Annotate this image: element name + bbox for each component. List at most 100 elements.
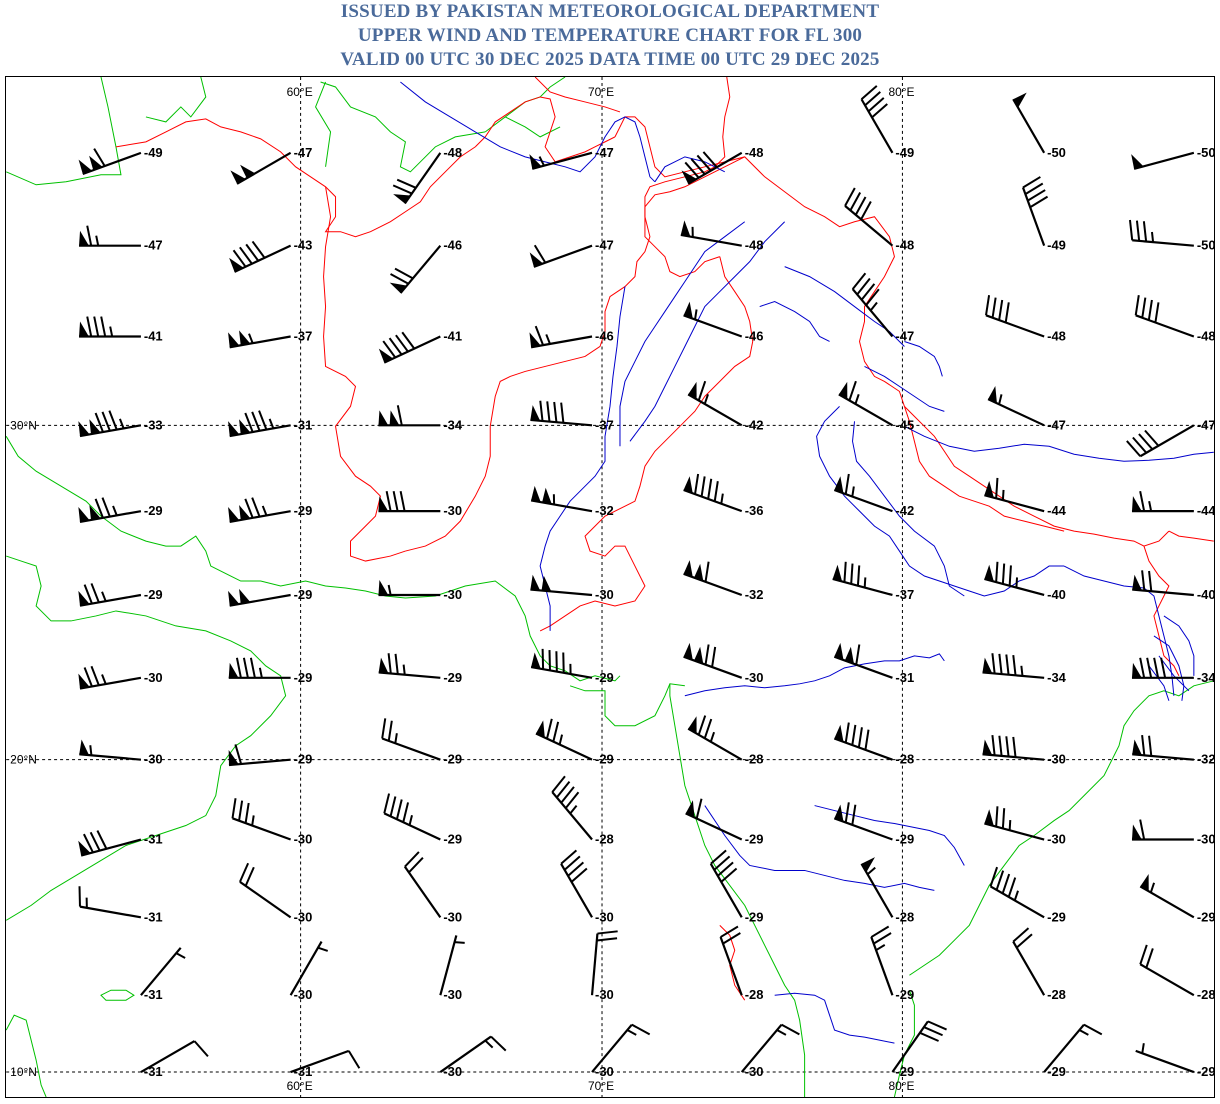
barb-staff (535, 732, 593, 761)
barb-staff (833, 488, 893, 513)
barb-feather (843, 561, 847, 583)
station-wind-barb: -30 (530, 574, 614, 602)
station-wind-barb: -36 (683, 473, 764, 518)
barb-staff (709, 863, 743, 918)
barb-feather (697, 380, 707, 401)
station-wind-barb: -46 (683, 301, 763, 343)
lon-label-top-80e: 80°E (888, 85, 914, 99)
barb-pennant (984, 564, 994, 582)
lon-label-top-70e: 70°E (588, 85, 614, 99)
station-temperature: -43 (294, 238, 313, 253)
station-temperature: -29 (745, 831, 764, 846)
barb-feather (1024, 182, 1044, 195)
barb-half-feather (558, 734, 564, 745)
barb-feather (1083, 1023, 1103, 1036)
barb-half-feather (175, 952, 186, 959)
station-wind-barb: -32 (683, 560, 763, 602)
barb-staff (1133, 151, 1195, 170)
station-temperature: -50 (1047, 145, 1066, 160)
station-wind-barb: -29 (1135, 1043, 1214, 1079)
barb-half-feather (1078, 1029, 1089, 1036)
barb-staff (591, 1023, 633, 1073)
station-temperature: -30 (595, 587, 614, 602)
station-wind-barb: -47 (1126, 417, 1214, 458)
barb-pennant (1132, 574, 1142, 591)
barb-half-feather (484, 1039, 494, 1049)
station-temperature: -37 (895, 587, 914, 602)
barb-staff (832, 577, 893, 597)
barb-feather (873, 932, 892, 945)
barb-half-feather (112, 505, 118, 516)
barb-pennant (1131, 154, 1144, 169)
barb-feather (1154, 302, 1160, 323)
barb-staff (228, 758, 291, 767)
barb-feather (597, 930, 618, 935)
station-temperature: -28 (895, 752, 914, 767)
station-temperature: -36 (745, 503, 764, 518)
barb-pennant (378, 657, 389, 674)
barb-staff (403, 152, 442, 205)
barb-feather (534, 325, 545, 346)
station-temperature: -40 (1047, 587, 1066, 602)
rivers (400, 81, 1214, 1044)
barb-feather (995, 561, 999, 583)
barb-feather (394, 267, 414, 280)
barb-pennant (1013, 92, 1027, 108)
barb-feather (851, 724, 857, 746)
station-temperature: -50 (1197, 145, 1215, 160)
barb-feather (96, 830, 108, 850)
station-wind-barb: -31 (78, 830, 163, 857)
barb-feather (1008, 565, 1012, 586)
station-wind-barb: -30 (982, 734, 1066, 767)
station-wind-barb: -29 (891, 1020, 947, 1079)
barb-pennant (228, 421, 240, 437)
barb-staff (232, 817, 292, 841)
barb-pennant (542, 487, 552, 505)
barb-staff (982, 753, 1045, 761)
station-temperature: -29 (443, 752, 462, 767)
barb-feather (1005, 736, 1010, 757)
barb-pennant (683, 301, 693, 319)
barb-pennant (982, 657, 993, 674)
station-temperature: -30 (1047, 752, 1066, 767)
barb-feather (560, 849, 578, 865)
barb-feather (546, 401, 551, 422)
barb-feather (244, 498, 254, 519)
station-temperature: -48 (895, 238, 914, 253)
barb-staff (860, 98, 894, 154)
barb-feather (1132, 436, 1148, 454)
barb-staff (234, 244, 292, 273)
barb-feather (991, 297, 997, 318)
barb-feather (849, 192, 862, 211)
barb-feather (1001, 873, 1011, 894)
barb-staff (439, 1035, 492, 1073)
barb-feather (385, 490, 392, 512)
barb-staff (1139, 424, 1195, 458)
station-temperature: -28 (595, 831, 614, 846)
station-temperature: -47 (1047, 417, 1066, 432)
barb-feather (848, 380, 857, 401)
barb-pennant (78, 506, 90, 522)
barb-staff (229, 335, 291, 349)
barb-staff (1132, 588, 1194, 597)
barb-feather (864, 91, 881, 107)
barb-half-feather (998, 394, 1003, 405)
station-temperature: -30 (745, 1064, 764, 1079)
barb-staff (530, 665, 593, 679)
barb-pennant (1131, 824, 1142, 840)
barb-pennant (984, 480, 994, 498)
station-wind-barb: -30 (683, 642, 763, 685)
station-wind-barb: -28 (1012, 927, 1066, 1002)
barb-pennant (688, 381, 697, 400)
barb-pennant (529, 154, 542, 169)
barb-pennant (834, 804, 844, 822)
barb-feather (101, 497, 111, 517)
barb-feather (232, 249, 247, 268)
station-wind-barb: -29 (535, 718, 614, 767)
barb-staff (383, 335, 441, 364)
barb-staff (984, 494, 1045, 513)
barb-pennant (530, 574, 541, 591)
station-temperature: -49 (895, 145, 914, 160)
barb-feather (704, 644, 710, 665)
station-temperature: -29 (595, 752, 614, 767)
